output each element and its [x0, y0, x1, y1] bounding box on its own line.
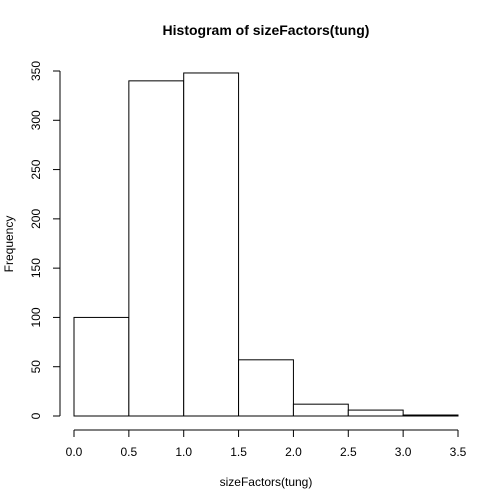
- histogram-bar-3: [239, 360, 294, 416]
- chart-title: Histogram of sizeFactors(tung): [163, 22, 370, 38]
- histogram-bar-1: [129, 81, 184, 416]
- x-tick-label-1: 0.5: [121, 445, 138, 459]
- y-tick-label-6: 300: [29, 110, 43, 130]
- x-tick-label-0: 0.0: [66, 445, 83, 459]
- histogram-bar-0: [74, 317, 129, 416]
- x-axis-label: sizeFactors(tung): [220, 475, 313, 489]
- y-tick-label-3: 150: [29, 258, 43, 278]
- x-axis: 0.0 0.5 1.0 1.5 2.0 2.5 3.0 3.5: [66, 430, 467, 459]
- x-tick-label-6: 3.0: [395, 445, 412, 459]
- x-tick-label-7: 3.5: [450, 445, 467, 459]
- bars-group: [74, 73, 458, 416]
- y-axis: 0 50 100 150 200 250 300 350: [29, 61, 60, 420]
- y-tick-label-0: 0: [29, 412, 43, 419]
- y-axis-label: Frequency: [2, 216, 16, 273]
- y-tick-label-4: 200: [29, 209, 43, 229]
- y-tick-label-5: 250: [29, 159, 43, 179]
- histogram-bar-5: [348, 410, 403, 416]
- x-tick-label-2: 1.0: [175, 445, 192, 459]
- x-tick-label-3: 1.5: [230, 445, 247, 459]
- x-tick-label-4: 2.0: [285, 445, 302, 459]
- x-tick-label-5: 2.5: [340, 445, 357, 459]
- histogram-bar-6: [403, 415, 458, 416]
- y-tick-label-1: 50: [29, 360, 43, 374]
- y-tick-label-7: 350: [29, 61, 43, 81]
- y-tick-label-2: 100: [29, 307, 43, 327]
- histogram-bar-2: [184, 73, 239, 416]
- histogram-bar-4: [293, 404, 348, 416]
